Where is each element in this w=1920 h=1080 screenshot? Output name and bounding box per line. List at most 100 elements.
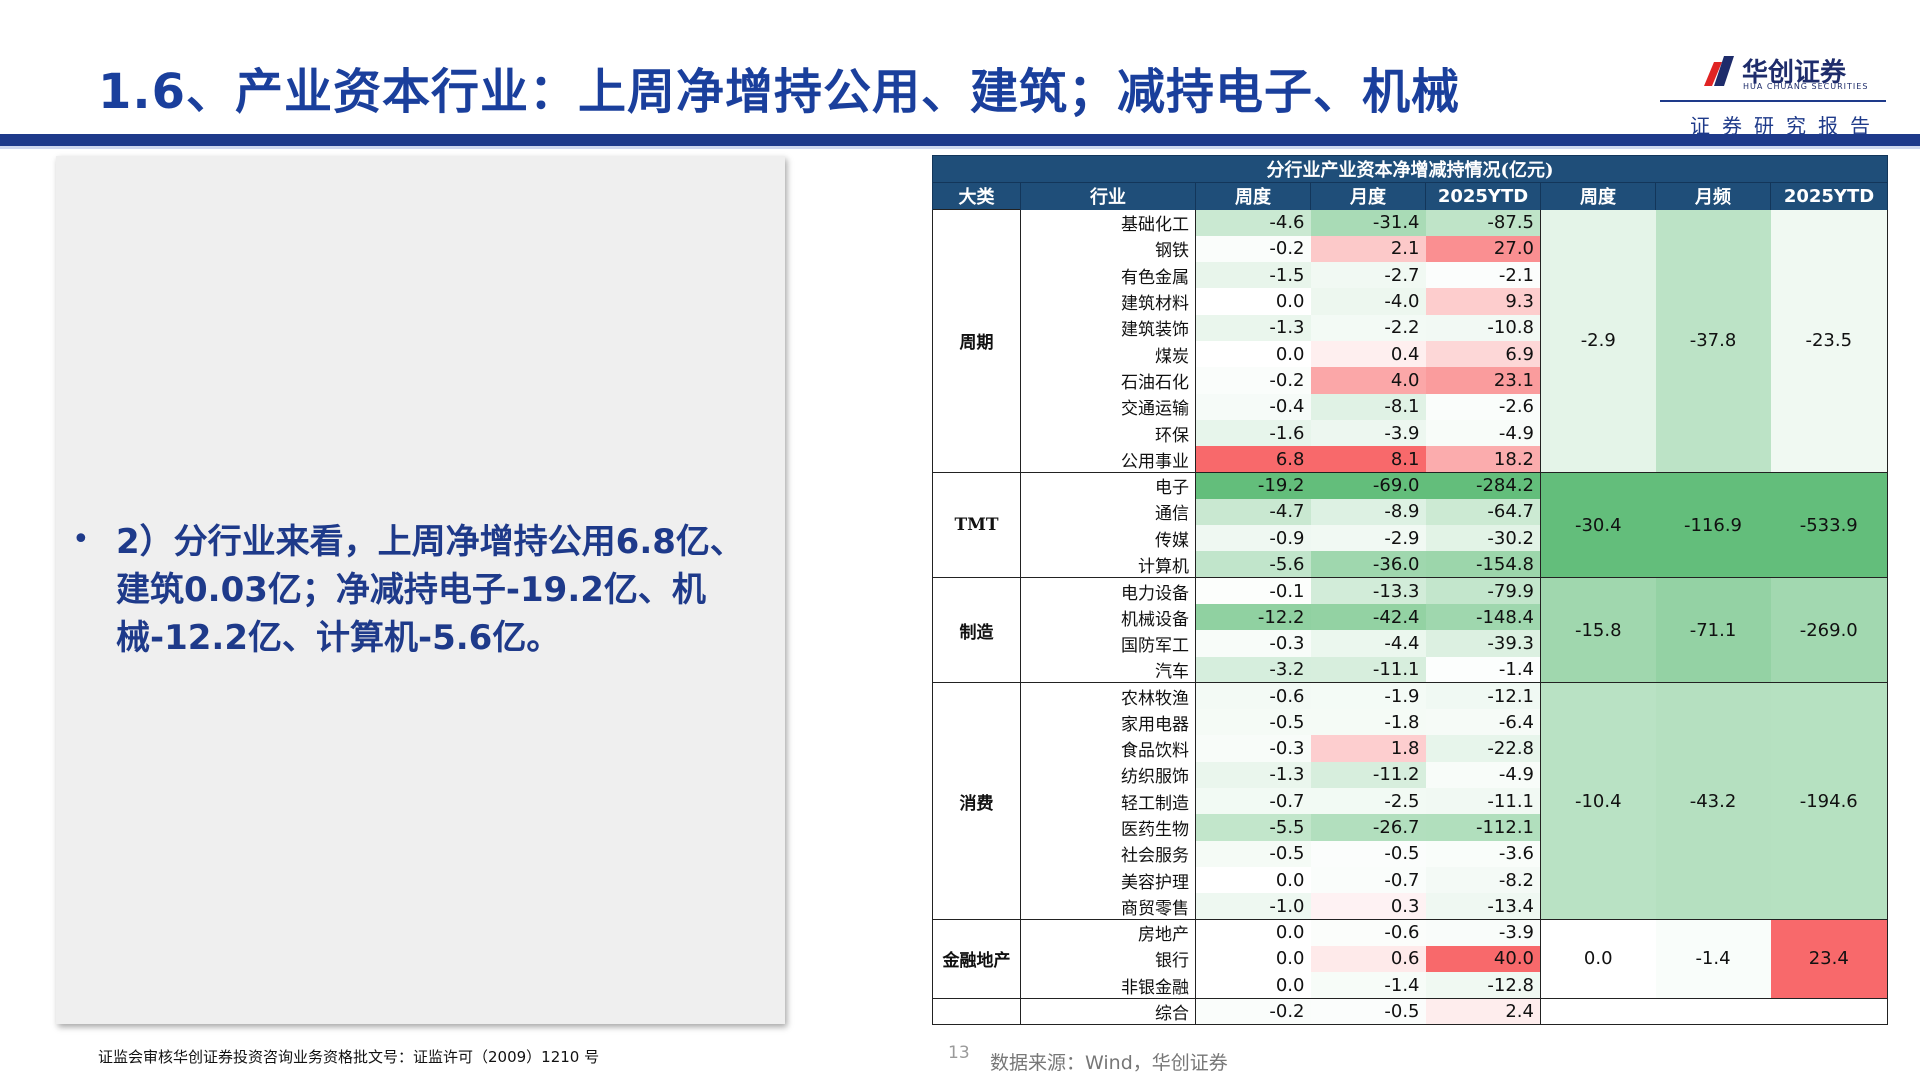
monthly-value-cell: 0.3 <box>1310 893 1426 921</box>
table-row: 周期 基础化工 -4.6 -31.4 -87.5 -2.9 -37.8 -23.5 <box>932 209 1888 473</box>
table-row: 食品饮料 -0.3 1.8 -22.8 <box>933 735 1888 762</box>
category-cell: 周期 <box>932 209 1021 473</box>
weekly-value-cell: -0.1 <box>1195 577 1311 604</box>
weekly-value-cell: 0.0 <box>1195 919 1311 946</box>
header-category: 大类 <box>932 182 1021 210</box>
weekly-value-cell: -0.3 <box>1195 630 1311 657</box>
ytd-value-cell: -8.2 <box>1425 866 1541 894</box>
table-row: 传媒 -0.9 -2.9 -30.2 <box>933 525 1888 552</box>
table-row: 社会服务 -0.5 -0.5 -3.6 <box>933 840 1888 867</box>
table-row: 美容护理 0.0 -0.7 -8.2 <box>933 866 1888 894</box>
weekly-value-cell: 6.8 <box>1195 446 1311 473</box>
category-cell: TMT <box>932 471 1021 579</box>
table-row: 综合 -0.2 -0.5 2.4 <box>932 997 1888 1026</box>
weekly-value-cell: -3.2 <box>1195 656 1311 684</box>
table-row: 有色金属 -1.5 -2.7 -2.1 <box>933 262 1888 289</box>
category-cell: 制造 <box>932 577 1021 684</box>
industry-cell: 非银金融 <box>1020 972 1196 999</box>
monthly-value-cell: -4.4 <box>1310 630 1426 657</box>
monthly-value-cell: -31.4 <box>1310 209 1426 236</box>
table-row: 计算机 -5.6 -36.0 -154.8 <box>933 551 1888 579</box>
industry-cell: 银行 <box>1020 945 1196 973</box>
monthly-value-cell: -11.2 <box>1310 761 1426 789</box>
weekly-value-cell: 0.0 <box>1195 945 1311 973</box>
weekly-value-cell: -4.6 <box>1195 209 1311 236</box>
weekly-value-cell: -1.3 <box>1195 761 1311 789</box>
weekly-value-cell: -0.2 <box>1195 235 1311 263</box>
weekly-value-cell: -0.4 <box>1195 393 1311 420</box>
table-row: 公用事业 6.8 8.1 18.2 <box>933 446 1888 473</box>
ytd-value-cell: 18.2 <box>1425 446 1541 473</box>
category-cell <box>932 997 1021 1026</box>
weekly-value-cell: 0.0 <box>1195 288 1311 315</box>
industry-cell: 石油石化 <box>1020 367 1196 394</box>
weekly-value-cell: -0.9 <box>1195 525 1311 552</box>
industry-cell: 建筑装饰 <box>1020 314 1196 341</box>
table-row: 国防军工 -0.3 -4.4 -39.3 <box>933 630 1888 657</box>
monthly-value-cell: -2.9 <box>1310 525 1426 552</box>
weekly-value-cell: -0.3 <box>1195 735 1311 762</box>
table-row: 交通运输 -0.4 -8.1 -2.6 <box>933 393 1888 420</box>
ytd-value-cell: -4.9 <box>1425 419 1541 447</box>
group-ytd-cell: -533.9 <box>1770 472 1888 579</box>
weekly-value-cell: -19.2 <box>1195 472 1311 499</box>
group-weekly-cell: -15.8 <box>1540 577 1656 684</box>
group-weekly-cell: -30.4 <box>1540 472 1656 579</box>
header-agg-monthly: 月频 <box>1655 182 1771 210</box>
ytd-value-cell: -284.2 <box>1425 472 1541 499</box>
ytd-value-cell: 6.9 <box>1425 340 1541 368</box>
industry-cell: 轻工制造 <box>1020 788 1196 815</box>
table-row: 家用电器 -0.5 -1.8 -6.4 <box>933 709 1888 736</box>
ytd-value-cell: -3.9 <box>1425 919 1541 946</box>
monthly-value-cell: 0.4 <box>1310 340 1426 368</box>
ytd-value-cell: -39.3 <box>1425 630 1541 657</box>
group-monthly-cell: -37.8 <box>1655 209 1771 473</box>
ytd-value-cell: -4.9 <box>1425 761 1541 789</box>
monthly-value-cell: -13.3 <box>1310 577 1426 604</box>
monthly-value-cell: -1.8 <box>1310 709 1426 736</box>
ytd-value-cell: -6.4 <box>1425 709 1541 736</box>
industry-cell: 汽车 <box>1020 656 1196 684</box>
group-monthly-cell: -43.2 <box>1655 682 1771 921</box>
monthly-value-cell: -36.0 <box>1310 551 1426 579</box>
category-cell: 消费 <box>932 682 1021 921</box>
ytd-value-cell: 2.4 <box>1425 998 1541 1026</box>
monthly-value-cell: -0.6 <box>1310 919 1426 946</box>
group-weekly-cell: -2.9 <box>1540 209 1656 473</box>
ytd-value-cell: -2.1 <box>1425 262 1541 289</box>
industry-cell: 计算机 <box>1020 551 1196 579</box>
industry-cell: 房地产 <box>1020 919 1196 946</box>
monthly-value-cell: 4.0 <box>1310 367 1426 394</box>
group-ytd-cell: -194.6 <box>1770 682 1888 921</box>
monthly-value-cell: -2.7 <box>1310 262 1426 289</box>
ytd-value-cell: -12.8 <box>1425 972 1541 999</box>
ytd-value-cell: -2.6 <box>1425 393 1541 420</box>
header-weekly: 周度 <box>1195 182 1311 210</box>
ytd-value-cell: 23.1 <box>1425 367 1541 394</box>
monthly-value-cell: -0.5 <box>1310 998 1426 1026</box>
industry-cell: 有色金属 <box>1020 262 1196 289</box>
title-divider-shadow <box>0 146 1920 149</box>
table-row: 医药生物 -5.5 -26.7 -112.1 <box>933 814 1888 841</box>
industry-cell: 基础化工 <box>1020 209 1196 236</box>
monthly-value-cell: -0.5 <box>1310 840 1426 867</box>
monthly-value-cell: -42.4 <box>1310 603 1426 631</box>
ytd-value-cell: -64.7 <box>1425 498 1541 526</box>
group-ytd-cell <box>1770 998 1888 1026</box>
industry-cell: 综合 <box>1020 998 1196 1026</box>
industry-flow-table: 分行业产业资本净增减持情况(亿元) 大类 行业 周度 月度 2025YTD 周度… <box>932 155 1888 1026</box>
industry-cell: 公用事业 <box>1020 446 1196 473</box>
table-row: 煤炭 0.0 0.4 6.9 <box>933 340 1888 368</box>
group-weekly-cell: -10.4 <box>1540 682 1656 921</box>
weekly-value-cell: -0.2 <box>1195 998 1311 1026</box>
table-row: 轻工制造 -0.7 -2.5 -11.1 <box>933 788 1888 815</box>
license-note: 证监会审核华创证券投资咨询业务资格批文号：证监许可（2009）1210 号 <box>98 1048 600 1066</box>
weekly-value-cell: -0.2 <box>1195 367 1311 394</box>
group-monthly-cell: -116.9 <box>1655 472 1771 579</box>
industry-cell: 社会服务 <box>1020 840 1196 867</box>
logo-chinese-name: 华创证券 <box>1742 58 1847 88</box>
table-row: 银行 0.0 0.6 40.0 <box>933 945 1888 973</box>
monthly-value-cell: 8.1 <box>1310 446 1426 473</box>
data-source: 数据来源：Wind，华创证券 <box>990 1052 1228 1074</box>
ytd-value-cell: -30.2 <box>1425 525 1541 552</box>
